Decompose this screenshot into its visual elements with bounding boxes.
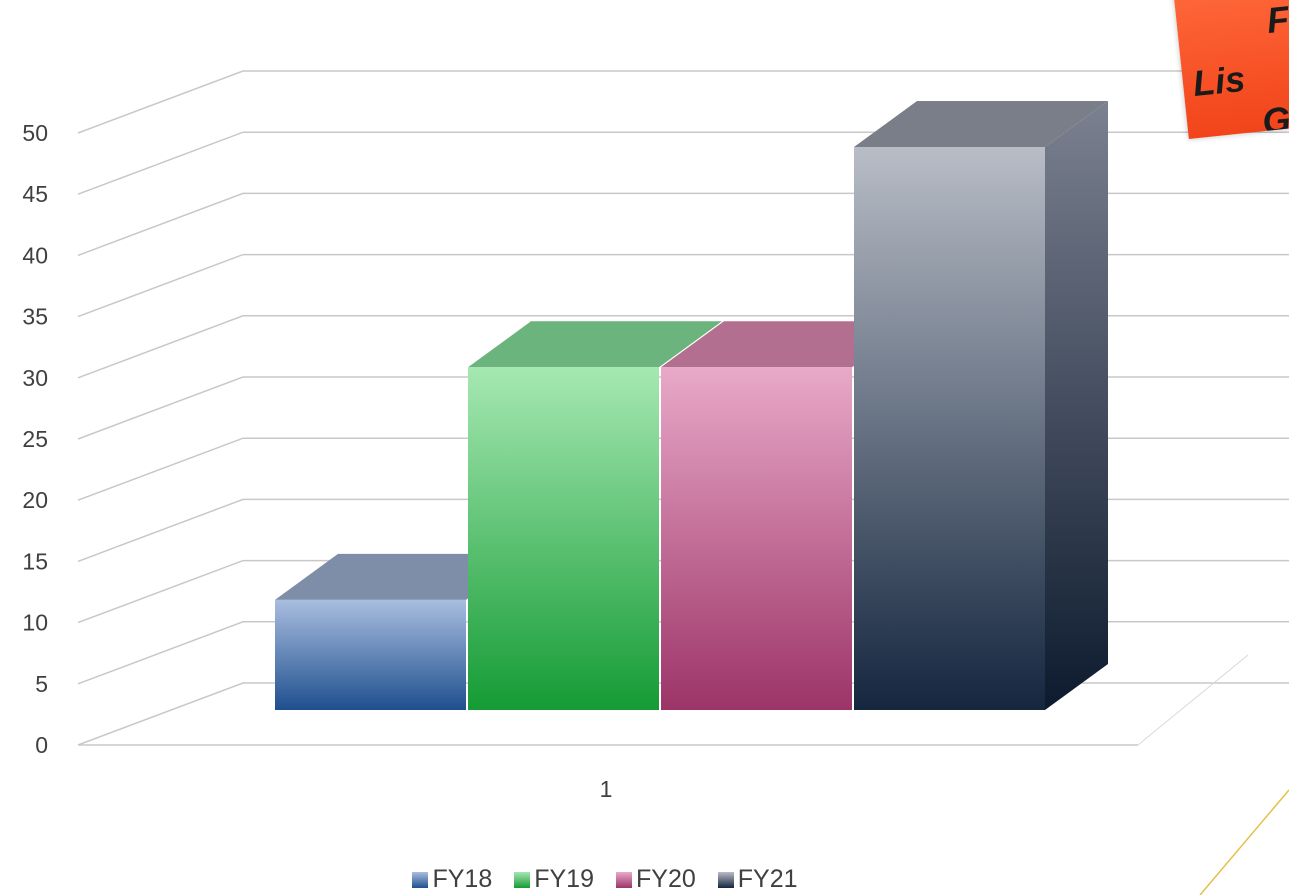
sticker-line-1: F xyxy=(1264,0,1289,42)
y-tick-label-20: 20 xyxy=(22,487,48,513)
y-tick-label-50: 50 xyxy=(22,120,48,146)
y-tick-label-25: 25 xyxy=(22,426,48,452)
legend-label-fy18: FY18 xyxy=(432,865,493,893)
corner-sticker: F Lis G xyxy=(1172,0,1289,139)
bar-top-fy18 xyxy=(275,553,529,600)
legend-item-fy20: FY20 xyxy=(616,865,696,894)
y-tick-label-40: 40 xyxy=(22,242,48,268)
bar-fy21 xyxy=(854,147,1045,710)
bar-fy19 xyxy=(468,367,659,710)
bar-top-fy21 xyxy=(854,101,1108,147)
y-tick-label-10: 10 xyxy=(22,610,48,636)
bar-top-fy19 xyxy=(468,321,722,368)
floor-right-edge xyxy=(1137,654,1249,746)
legend-swatch-fy20 xyxy=(616,871,632,888)
y-tick-label-45: 45 xyxy=(22,181,48,207)
y-tick-label-15: 15 xyxy=(22,548,48,574)
y-tick-label-5: 5 xyxy=(35,671,48,697)
legend: FY18 FY19 FY20 FY21 xyxy=(0,865,1210,894)
sticker-line-2: Lis xyxy=(1190,57,1247,105)
y-tick-label-0: 0 xyxy=(35,732,48,758)
bar-side-fy21 xyxy=(1045,101,1108,710)
bar-fy20 xyxy=(661,367,852,710)
y-tick-label-30: 30 xyxy=(22,365,48,391)
legend-label-fy19: FY19 xyxy=(534,865,594,893)
legend-label-fy21: FY21 xyxy=(737,865,798,893)
legend-item-fy19: FY19 xyxy=(514,865,594,894)
y-tick-label-35: 35 xyxy=(22,304,48,330)
legend-item-fy21: FY21 xyxy=(717,865,798,894)
x-tick-label: 1 xyxy=(600,776,613,802)
bars xyxy=(275,101,1108,710)
legend-swatch-fy21 xyxy=(717,871,734,888)
bar-top-fy20 xyxy=(661,321,915,368)
legend-swatch-fy18 xyxy=(412,871,429,888)
legend-swatch-fy19 xyxy=(514,871,531,888)
gridline-50 xyxy=(77,70,1289,134)
legend-label-fy20: FY20 xyxy=(636,865,696,893)
y-axis: 0 5 10 15 20 25 30 35 40 45 50 xyxy=(22,120,48,758)
legend-item-fy18: FY18 xyxy=(412,865,492,894)
bar-fy18 xyxy=(275,599,466,710)
